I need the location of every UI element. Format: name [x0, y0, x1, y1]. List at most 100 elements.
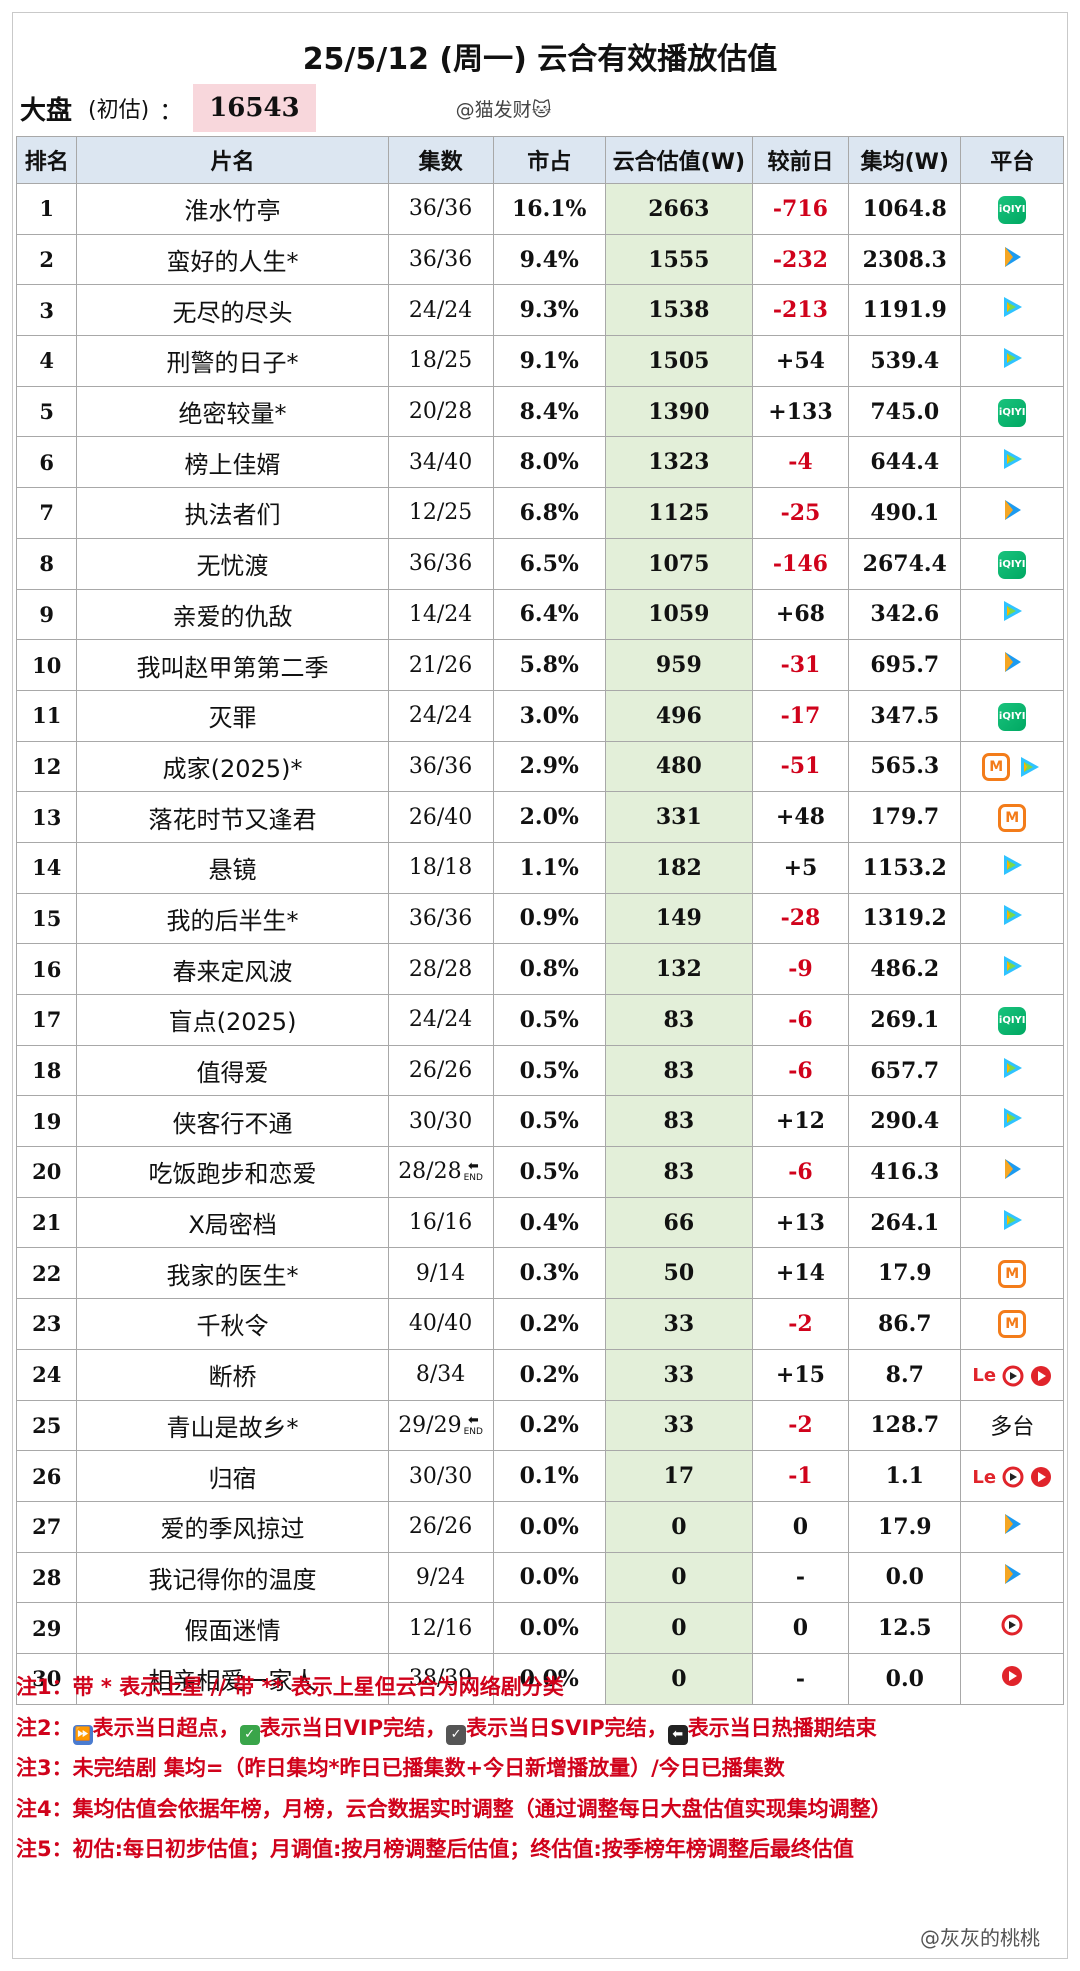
episodes-value: 26/40 — [408, 804, 473, 830]
note-label: 注4： — [16, 1796, 73, 1821]
platform-cell — [960, 639, 1064, 691]
share-cell: 0.8% — [492, 943, 606, 995]
market-label: 大盘 — [20, 95, 73, 126]
title-cell: 盲点(2025) — [76, 994, 389, 1046]
rank-cell: 8 — [15, 537, 78, 590]
avg-cell: 128.7 — [848, 1399, 962, 1452]
episodes-value: 29/29 — [398, 1412, 462, 1438]
letv-icon: Le — [972, 1365, 997, 1387]
platform-cell: iQIYI — [960, 537, 1064, 590]
platform-cell — [960, 284, 1064, 337]
change-cell: -4 — [751, 436, 850, 489]
header-platform: 平台 — [960, 136, 1064, 184]
fast-forward-icon: ⏩ — [72, 1724, 93, 1745]
episodes-value: 24/24 — [408, 297, 473, 323]
note-part-text: 表示当日VIP完结， — [259, 1715, 447, 1740]
share-cell: 2.0% — [492, 791, 606, 843]
episodes-cell: 28/28 — [387, 943, 494, 995]
tencent-video-icon — [999, 1055, 1025, 1081]
cctv-icon — [1030, 1466, 1052, 1488]
tencent-video-icon — [999, 953, 1025, 979]
platform-icons: M — [998, 1259, 1027, 1288]
footer-watermark: @灰灰的桃桃 — [920, 1926, 1040, 1950]
title-cell: 相亲相爱一家人 — [76, 1652, 389, 1705]
episodes-cell: 9/14 — [387, 1247, 494, 1300]
tencent-video-icon — [999, 1105, 1025, 1131]
author-watermark: @猫发财🐱 — [455, 98, 552, 121]
platform-icons: iQIYI — [998, 399, 1027, 428]
episodes-value: 9/14 — [415, 1260, 466, 1286]
platform-icons — [1001, 1614, 1023, 1636]
sohu-icon — [1002, 1365, 1024, 1387]
note-text: 集均估值会依据年榜，月榜，云合数据实时调整（通过调整每日大盘估值实现集均调整） — [72, 1796, 892, 1821]
rank-cell: 19 — [15, 1095, 78, 1148]
platform-icons: Le — [972, 1466, 1052, 1488]
market-colon: ： — [159, 96, 184, 125]
avg-cell: 17.9 — [848, 1247, 962, 1300]
rank-cell: 1 — [15, 183, 78, 235]
episodes-value: 40/40 — [408, 1311, 473, 1337]
rank-cell: 13 — [15, 791, 78, 843]
avg-cell: 657.7 — [848, 1044, 962, 1097]
episodes-value: 12/16 — [408, 1615, 473, 1641]
episodes-value: 28/28 — [408, 956, 473, 982]
platform-cell — [960, 1044, 1064, 1097]
platform-icons — [999, 497, 1025, 523]
share-cell: 6.4% — [492, 588, 606, 641]
header-change: 较前日 — [751, 136, 850, 184]
platform-icons — [999, 244, 1025, 270]
header-share: 市占 — [492, 136, 606, 184]
platform-icons — [999, 852, 1025, 878]
change-cell: -213 — [751, 284, 850, 337]
avg-cell: 490.1 — [848, 487, 962, 539]
change-cell: -6 — [751, 1044, 850, 1097]
title-cell: 榜上佳婿 — [76, 436, 389, 489]
mgtv-icon: M — [998, 1259, 1027, 1288]
episodes-value: 26/26 — [408, 1058, 473, 1084]
mgtv-icon: M — [998, 1310, 1027, 1339]
title-cell: 刑警的日子* — [76, 335, 389, 387]
rank-cell: 18 — [15, 1044, 78, 1097]
platform-cell — [960, 1196, 1064, 1249]
rank-cell: 2 — [15, 233, 78, 286]
estimate-cell: 0 — [604, 1652, 753, 1705]
iqiyi-icon: iQIYI — [998, 703, 1027, 732]
table-row: 28 我记得你的温度 9/24 0.0% 0-0.0 — [15, 1551, 1064, 1604]
platform-icons — [999, 1105, 1025, 1131]
estimate-cell: 480 — [604, 740, 753, 793]
episodes-cell: 18/25 — [387, 335, 494, 387]
episodes-value: 36/36 — [408, 551, 473, 577]
episodes-cell: 14/24 — [387, 588, 494, 641]
avg-cell: 1319.2 — [848, 892, 962, 945]
platform-cell: M — [960, 740, 1064, 793]
platform-icons — [999, 598, 1025, 624]
note-part-text: 表示当日热播期结束 — [687, 1715, 877, 1740]
note-line: 注5：初估:每日初步估值；月调值:按月榜调整后估值；终估值:按季榜年榜调整后最终… — [16, 1829, 1064, 1870]
sohu-icon — [1002, 1466, 1024, 1488]
estimate-cell: 1505 — [604, 335, 753, 387]
platform-icons: iQIYI — [998, 196, 1027, 225]
share-cell: 0.2% — [492, 1348, 606, 1401]
change-cell: -17 — [751, 689, 850, 742]
platform-cell — [960, 1652, 1064, 1705]
episodes-cell: 30/30 — [387, 1095, 494, 1148]
table-row: 4 刑警的日子* 18/25 9.1% 1505 +54 539.4 — [15, 335, 1064, 387]
table-header-row: 排名 片名 集数 市占 云合估值(W) 较前日 集均(W) 平台 — [15, 136, 1064, 184]
rank-cell: 27 — [15, 1500, 78, 1553]
market-sub-label: (初估) — [88, 98, 150, 123]
share-cell: 9.1% — [492, 335, 606, 387]
episodes-cell: 20/28 — [387, 385, 494, 438]
table-row: 6 榜上佳婿 34/40 8.0% 1323 -4 644.4 — [15, 436, 1064, 489]
change-cell: -232 — [751, 233, 850, 286]
mgtv-icon: M — [982, 752, 1011, 781]
episodes-value: 28/28 — [398, 1159, 462, 1185]
avg-cell: 269.1 — [848, 994, 962, 1046]
rank-cell: 16 — [15, 943, 78, 995]
platform-icons: Le — [972, 1365, 1052, 1387]
share-cell: 5.8% — [492, 639, 606, 691]
platform-icons — [999, 1055, 1025, 1081]
title-cell: 假面迷情 — [76, 1602, 389, 1654]
note-text: 初估:每日初步估值；月调值:按月榜调整后估值；终估值:按季榜年榜调整后最终估值 — [72, 1837, 854, 1862]
title-cell: 春来定风波 — [76, 943, 389, 995]
tencent-video-icon — [999, 1207, 1025, 1233]
